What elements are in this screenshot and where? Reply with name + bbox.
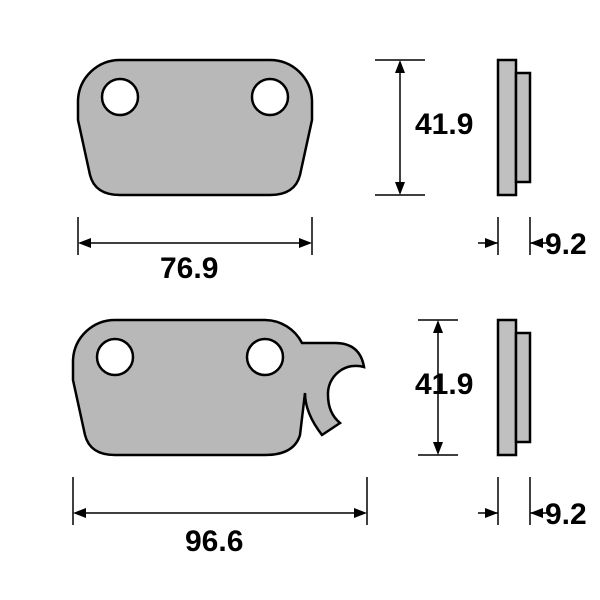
bottom-pad-front-view [40,305,420,485]
technical-drawing-container: 41.9 76.9 9.2 41.9 [0,0,600,600]
top-pad-front-view [45,45,375,225]
bottom-thickness-label: 9.2 [545,498,587,532]
bottom-width-label: 96.6 [185,525,243,559]
top-width-label: 76.9 [160,252,218,286]
top-height-label: 41.9 [415,108,473,142]
top-thickness-label: 9.2 [545,228,587,262]
top-pad-side-view [480,45,550,225]
bottom-height-label: 41.9 [415,368,473,402]
